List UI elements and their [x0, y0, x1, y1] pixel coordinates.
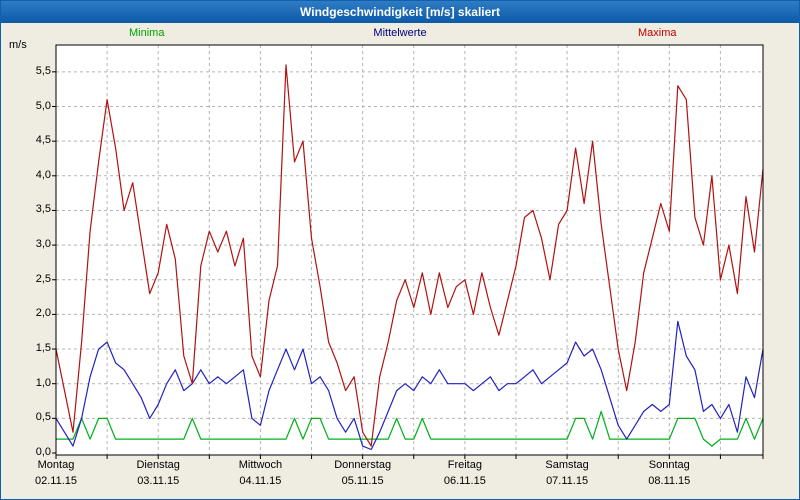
y-tick-label: 4,5 — [35, 134, 51, 147]
x-day-date: 02.11.15 — [34, 475, 77, 487]
x-day-date: 03.11.15 — [137, 475, 180, 487]
wind-speed-chart — [52, 44, 764, 459]
y-tick-label: 1,0 — [35, 376, 51, 389]
x-day-date: 05.11.15 — [341, 475, 384, 487]
y-tick-label: 1,5 — [35, 342, 51, 355]
x-day-date: 07.11.15 — [546, 475, 589, 487]
series-maxima — [55, 64, 764, 447]
x-day-date: 08.11.15 — [648, 475, 691, 487]
legend-mittelwerte: Mittelwerte — [373, 27, 427, 39]
series-minima — [56, 410, 764, 447]
chart-area: Minima Mittelwerte Maxima m/s 0,0 0,5 1,0 1… — [1, 23, 799, 499]
x-day-name: Freitag — [447, 459, 482, 471]
x-day-date: 04.11.15 — [239, 475, 282, 487]
y-axis-unit-label: m/s — [9, 39, 27, 51]
legend-minima: Minima — [129, 27, 165, 39]
x-day-name: Donnerstag — [334, 459, 392, 471]
window-title: Windgeschwindigkeit [m/s] skaliert — [300, 5, 500, 19]
x-day-name: Montag — [37, 459, 75, 471]
y-tick-label: 5,0 — [35, 99, 51, 112]
y-tick-label: 2,5 — [35, 272, 51, 285]
y-tick-label: 0,5 — [35, 411, 51, 424]
x-day-name: Sonntag — [648, 459, 690, 471]
y-tick-label: 0,0 — [35, 446, 51, 458]
y-tick-label: 5,5 — [35, 64, 51, 77]
y-tick-label: 3,0 — [35, 238, 51, 251]
x-day-date: 06.11.15 — [443, 475, 486, 487]
y-tick-label: 3,5 — [35, 203, 51, 216]
y-tick-label: 2,0 — [35, 307, 51, 320]
y-tick-label: 4,0 — [35, 168, 51, 181]
x-day-name: Samstag — [545, 459, 589, 471]
x-day-name: Dienstag — [136, 459, 180, 471]
title-bar: Windgeschwindigkeit [m/s] skaliert — [1, 1, 799, 23]
legend-maxima: Maxima — [638, 27, 677, 39]
x-day-name: Mittwoch — [238, 459, 283, 471]
series-mittelwerte — [55, 320, 764, 451]
